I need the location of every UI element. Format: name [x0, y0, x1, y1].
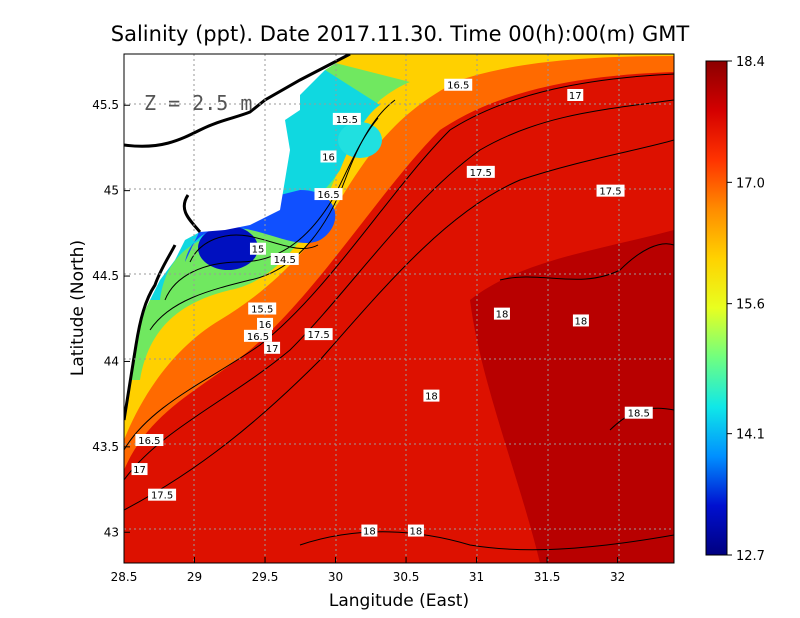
contour-label: 18	[410, 527, 423, 538]
colorbar-tick-label: 18.4	[736, 55, 765, 70]
x-tick-label: 31.5	[534, 570, 561, 584]
land-mass-north	[300, 54, 350, 95]
x-tick-label: 32	[610, 570, 625, 584]
contour-label: 16.5	[138, 436, 160, 447]
contour-label: 15	[252, 245, 265, 256]
contour-label: 18.5	[628, 409, 650, 420]
contour-label: 17	[266, 344, 279, 355]
contour-label: 17.5	[470, 168, 492, 179]
y-tick-label: 45.5	[92, 98, 119, 112]
contour-label-bg	[332, 112, 361, 125]
contour-label-bg	[243, 329, 272, 342]
land-mass	[124, 54, 300, 420]
contour-label-bg	[320, 150, 337, 163]
colorbar-tick-label: 17.0	[736, 176, 765, 191]
contour-label-bg	[264, 341, 281, 354]
contour-label: 18	[425, 392, 438, 403]
y-axis-title: Latitude (North)	[68, 240, 88, 376]
y-tick-label: 43.5	[92, 440, 119, 454]
contour-label: 16.5	[247, 332, 269, 343]
contour-label-bg	[407, 524, 424, 537]
x-tick-label: 29.5	[252, 570, 279, 584]
contour-label-bg	[466, 165, 495, 178]
blue-field-region	[185, 190, 336, 262]
contour-label-bg	[444, 78, 473, 91]
contour-label-bg	[304, 328, 333, 341]
contour-label: 17.5	[151, 491, 173, 502]
chart-title: Salinity (ppt). Date 2017.11.30. Time 00…	[111, 22, 690, 46]
contour-label: 16.5	[317, 190, 339, 201]
contour-label: 16	[322, 152, 335, 163]
contour-label: 18	[575, 316, 588, 327]
contour-label: 17.5	[307, 330, 329, 341]
contour-label-bg	[567, 88, 584, 101]
contour-label-bg	[572, 314, 589, 327]
colorbar-ticks: 18.4 17.0 15.6 14.1 12.7	[727, 55, 765, 564]
y-tick-label: 44	[104, 354, 119, 368]
coastline	[124, 54, 351, 421]
contour-label-bg	[423, 389, 440, 402]
y-tick-label: 43	[104, 525, 119, 539]
colorbar: 18.4 17.0 15.6 14.1 12.7	[705, 55, 765, 564]
colorbar-gradient	[705, 60, 728, 556]
x-tick-label: 31	[469, 570, 484, 584]
contour-label-bg	[257, 317, 274, 330]
contour-label-bg	[248, 302, 277, 315]
contour-label: 17	[133, 465, 146, 476]
contour-lines	[124, 73, 674, 551]
deep-red-region	[470, 230, 674, 563]
contour-label-bg	[624, 406, 653, 419]
contour-label: 15.5	[251, 305, 273, 316]
contour-label-bg	[493, 307, 510, 320]
contour-labels: 16.51715.51616.517.517.51514.515.51616.5…	[131, 78, 653, 538]
x-axis-title: Langitude (East)	[329, 591, 469, 611]
x-axis: 28.5 29 29.5 30 30.5 31 31.5 32	[111, 557, 625, 584]
contour-label-bg	[148, 488, 177, 501]
x-tick-label: 28.5	[111, 570, 138, 584]
contour-label-bg	[270, 252, 299, 265]
contour-label-bg	[135, 434, 164, 447]
contour-label: 15.5	[336, 115, 358, 126]
contour-label: 18	[363, 527, 376, 538]
y-axis: 43 43.5 44 44.5 45 45.5	[92, 98, 130, 539]
plot-area: 16.51715.51616.517.517.51514.515.51616.5…	[124, 54, 674, 563]
contour-label: 18	[496, 310, 509, 321]
depth-annotation: Z = 2.5 m	[144, 91, 252, 115]
contour-label: 17	[569, 91, 582, 102]
colorbar-tick-label: 14.1	[736, 428, 765, 443]
colorbar-tick-label: 15.6	[736, 298, 765, 313]
low-salinity-core	[198, 226, 258, 270]
contour-label-bg	[361, 524, 378, 537]
contour-label: 17.5	[599, 187, 621, 198]
contour-label-bg	[131, 463, 148, 476]
contour-label-bg	[596, 184, 625, 197]
plot-frame	[123, 53, 675, 564]
grid-lines	[124, 54, 674, 563]
contour-label: 16.5	[447, 81, 469, 92]
contour-label: 14.5	[274, 255, 296, 266]
contour-label-bg	[314, 188, 343, 201]
colorbar-tick-label: 12.7	[736, 549, 765, 564]
x-tick-label: 30	[328, 570, 343, 584]
contour-label: 16	[259, 320, 272, 331]
cyan-eddy	[338, 122, 382, 158]
x-tick-label: 29	[187, 570, 202, 584]
contour-label-bg	[249, 242, 266, 255]
y-tick-label: 45	[104, 184, 119, 198]
x-tick-label: 30.5	[393, 570, 420, 584]
y-tick-label: 44.5	[92, 269, 119, 283]
